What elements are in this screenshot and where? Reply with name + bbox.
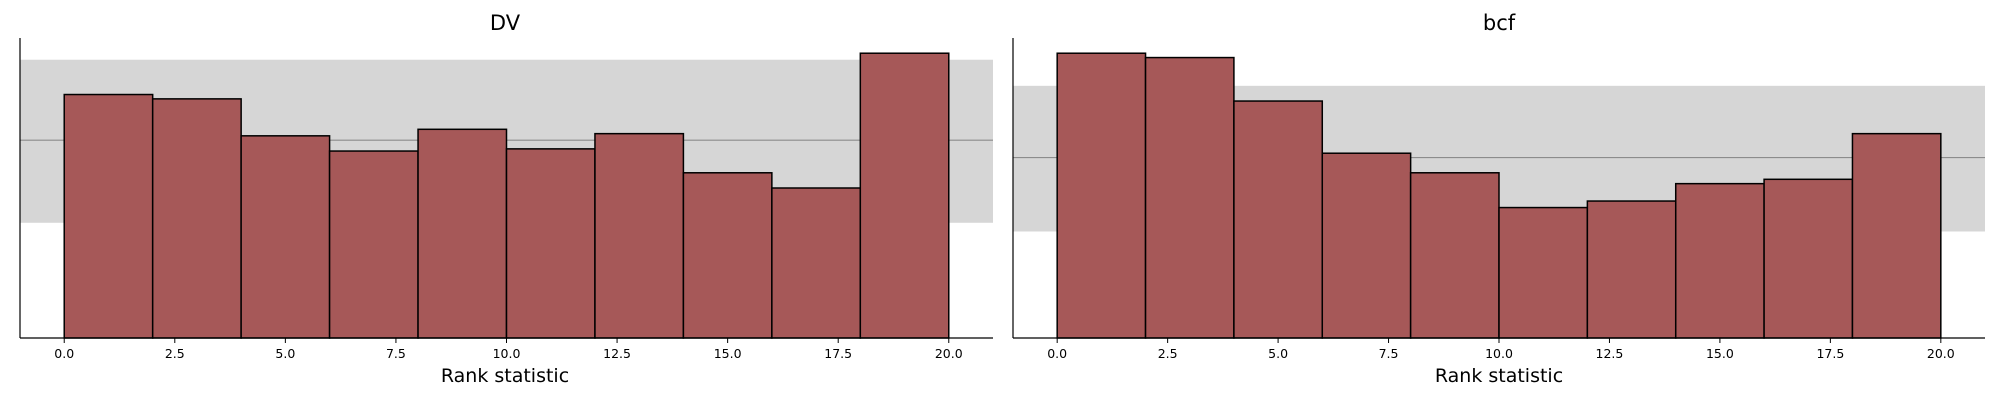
- histogram-bar: [1674, 182, 1765, 339]
- histogram-bar: [1409, 172, 1500, 339]
- chart-title: DV: [490, 11, 521, 35]
- histogram-bar: [1233, 100, 1324, 339]
- histogram-bar: [1144, 56, 1235, 339]
- histogram-bar: [594, 132, 685, 339]
- histogram-bar: [505, 148, 596, 339]
- x-tick-label: 7.5: [1379, 346, 1399, 361]
- x-tick-label: 10.0: [493, 346, 521, 361]
- x-tick-label: 7.5: [386, 346, 406, 361]
- x-tick-label: 5.0: [275, 346, 295, 361]
- chart-panel-bcf: bcf Rank statistic 0.0 2.5 5.0 7.5 10.0 12.5 1…: [1012, 11, 1985, 387]
- x-tick-label: 17.5: [1816, 346, 1844, 361]
- x-tick-label: 2.5: [1158, 346, 1178, 361]
- chart-panel-dv: DV Rank statistic 0.0 2.5 5.0 7.5 10.0 12.5 15…: [19, 11, 993, 387]
- histogram-bar: [1321, 152, 1412, 339]
- x-axis-label: Rank statistic: [441, 365, 569, 387]
- x-tick-label: 15.0: [714, 346, 742, 361]
- x-tick-label: 10.0: [1485, 346, 1513, 361]
- histogram-bar: [859, 52, 950, 339]
- histogram-bar: [1498, 206, 1589, 339]
- x-tick-label: 17.5: [824, 346, 852, 361]
- histogram-bar: [1586, 200, 1677, 339]
- histogram-bar: [63, 93, 154, 339]
- histogram-bar: [1763, 178, 1854, 339]
- x-tick-label: 15.0: [1706, 346, 1734, 361]
- x-axis-label: Rank statistic: [1435, 365, 1563, 387]
- histogram-bar: [151, 98, 242, 339]
- x-tick-label: 12.5: [603, 346, 631, 361]
- x-tick-label: 2.5: [165, 346, 185, 361]
- histogram-bar: [328, 150, 419, 339]
- histogram-bar: [417, 128, 508, 339]
- x-tick-label: 0.0: [1047, 346, 1067, 361]
- histogram-bar: [1056, 52, 1147, 339]
- x-tick-label: 0.0: [54, 346, 74, 361]
- x-tick-label: 5.0: [1268, 346, 1288, 361]
- histogram-bar: [240, 135, 331, 339]
- x-tick-label: 20.0: [935, 346, 963, 361]
- x-tick-label: 12.5: [1596, 346, 1624, 361]
- histogram-bar: [771, 187, 862, 339]
- chart-title: bcf: [1483, 11, 1516, 35]
- histogram-bar: [1851, 132, 1942, 339]
- histogram-bar: [682, 172, 773, 339]
- x-tick-label: 20.0: [1927, 346, 1955, 361]
